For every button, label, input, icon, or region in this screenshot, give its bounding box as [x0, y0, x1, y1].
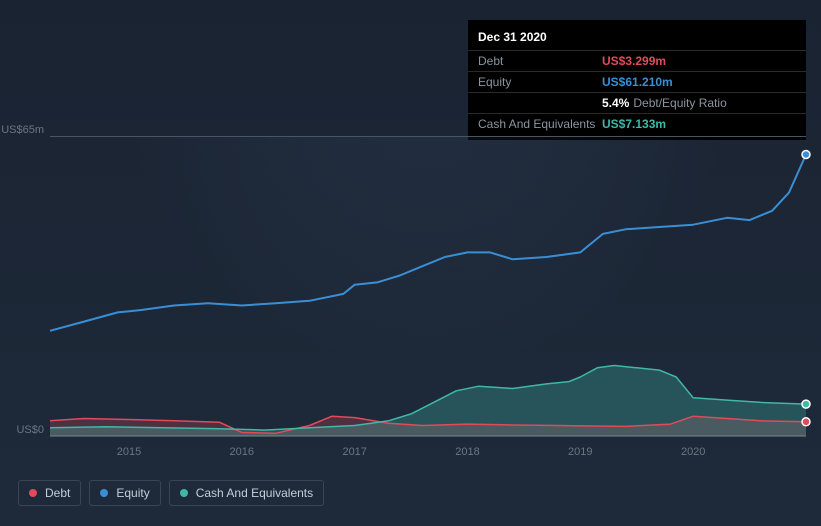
tooltip-date: Dec 31 2020 — [468, 26, 806, 50]
yaxis-label-max: US$65m — [1, 124, 44, 136]
tooltip-row-label: Debt — [478, 54, 602, 68]
xaxis-tick-label: 2015 — [117, 446, 141, 458]
legend-item[interactable]: Debt — [18, 480, 81, 506]
xaxis-tick-label: 2019 — [568, 446, 592, 458]
series-end-marker — [802, 418, 810, 426]
series-end-marker — [802, 151, 810, 159]
tooltip-row: DebtUS$3.299m — [468, 50, 806, 71]
legend-item[interactable]: Cash And Equivalents — [169, 480, 324, 506]
tooltip-row: 5.4%Debt/Equity Ratio — [468, 92, 806, 113]
xaxis-tick-label: 2016 — [230, 446, 254, 458]
tooltip-row-label — [478, 96, 602, 110]
legend-dot-icon — [29, 489, 37, 497]
plot-area[interactable] — [50, 136, 806, 436]
tooltip-row: EquityUS$61.210m — [468, 71, 806, 92]
tooltip-row-value: US$3.299m — [602, 54, 666, 68]
xaxis-tick-label: 2020 — [681, 446, 705, 458]
tooltip-row-value: 5.4%Debt/Equity Ratio — [602, 96, 727, 110]
legend-dot-icon — [180, 489, 188, 497]
chart: US$65m US$0 201520162017201820192020 — [18, 118, 808, 478]
legend-label: Equity — [116, 486, 149, 500]
legend: Debt Equity Cash And Equivalents — [18, 480, 324, 506]
series-end-marker — [802, 400, 810, 408]
legend-dot-icon — [100, 489, 108, 497]
series-line — [50, 155, 806, 331]
legend-label: Debt — [45, 486, 70, 500]
yaxis-label-min: US$0 — [16, 424, 44, 436]
tooltip-row-value: US$61.210m — [602, 75, 673, 89]
legend-item[interactable]: Equity — [89, 480, 160, 506]
tooltip-row-label: Equity — [478, 75, 602, 89]
xaxis-labels: 2015 2016 2017 2018 2019 2020 — [50, 446, 806, 466]
xaxis-tick-label: 2017 — [342, 446, 366, 458]
xaxis-tick-label: 2018 — [455, 446, 479, 458]
legend-label: Cash And Equivalents — [196, 486, 313, 500]
